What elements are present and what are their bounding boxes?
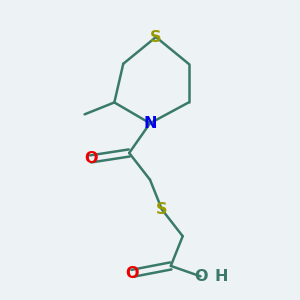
Text: O: O (125, 266, 139, 281)
Text: H: H (214, 269, 228, 284)
Text: O: O (194, 269, 207, 284)
Text: S: S (150, 30, 162, 45)
Text: O: O (84, 152, 97, 166)
Text: N: N (143, 116, 157, 131)
Text: S: S (156, 202, 168, 217)
